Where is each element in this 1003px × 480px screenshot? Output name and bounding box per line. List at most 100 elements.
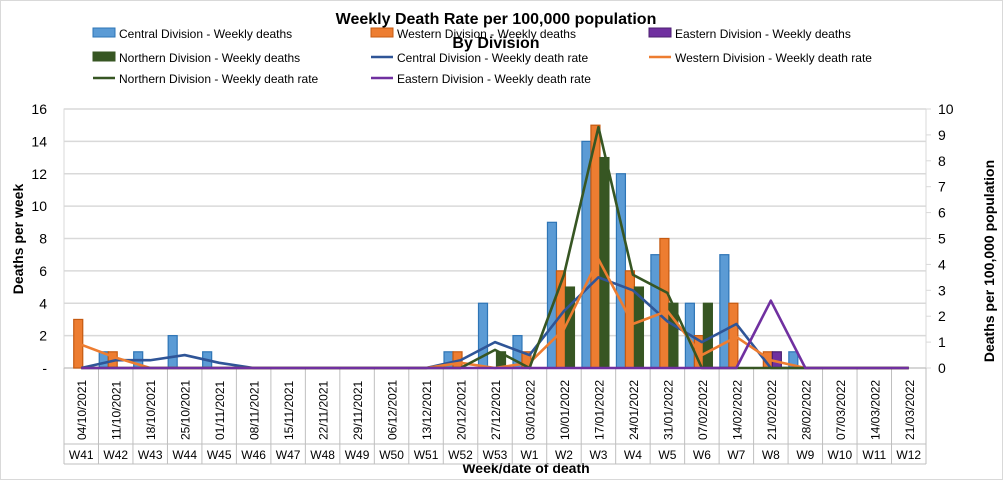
week-label: W42	[103, 448, 128, 462]
week-label: W4	[624, 448, 642, 462]
bar-western-deaths	[73, 318, 84, 369]
week-label: W43	[138, 448, 163, 462]
week-label: W51	[414, 448, 439, 462]
y2-tick-label: 5	[938, 231, 946, 247]
date-label: 20/12/2021	[455, 380, 469, 440]
week-label: W41	[69, 448, 94, 462]
date-label: 01/11/2021	[213, 381, 227, 440]
date-label: 22/11/2021	[317, 381, 331, 440]
y-tick-label: 12	[31, 166, 47, 182]
y-tick-label: 14	[31, 133, 47, 149]
chart-title: Weekly Death Rate per 100,000 population	[336, 11, 657, 28]
bar-central-deaths	[615, 173, 627, 369]
y-tick-label: 4	[39, 295, 47, 311]
legend-label: Western Division - Weekly death rate	[675, 51, 872, 65]
week-label: W45	[207, 448, 232, 462]
week-label: W7	[727, 448, 745, 462]
bar-western-deaths	[590, 124, 601, 369]
y2-tick-label: 0	[938, 360, 946, 376]
line-eastern-rate	[81, 299, 909, 370]
y-axis-title: Deaths per week	[10, 184, 26, 295]
y-tick-label: 6	[39, 263, 47, 279]
week-label: W3	[589, 448, 607, 462]
week-label: W11	[862, 448, 886, 462]
date-label: 24/01/2022	[627, 380, 641, 440]
date-label: 17/01/2022	[592, 380, 606, 440]
week-label: W49	[345, 448, 370, 462]
date-label: 14/02/2022	[730, 380, 744, 440]
date-label: 18/10/2021	[144, 380, 158, 440]
date-label: 29/11/2021	[351, 381, 365, 440]
bar-western-deaths	[728, 302, 739, 369]
date-label: 25/10/2021	[179, 380, 193, 440]
date-label: 06/12/2021	[386, 380, 400, 440]
date-label: 07/02/2022	[696, 380, 710, 440]
y2-tick-label: 4	[938, 256, 946, 272]
legend-label: Eastern Division - Weekly deaths	[675, 27, 851, 41]
week-label: W10	[827, 448, 852, 462]
y2-axis-title: Deaths per 100,000 population	[981, 160, 997, 362]
legend-swatch-bar	[92, 51, 116, 62]
bar-northern-deaths	[564, 286, 576, 369]
y2-tick-label: 10	[938, 101, 954, 117]
date-label: 15/11/2021	[282, 381, 296, 440]
legend-swatch-bar	[92, 27, 116, 38]
week-label: W46	[241, 448, 266, 462]
y-tick-label: -	[42, 360, 47, 376]
legend-label: Western Division - Weekly deaths	[397, 27, 576, 41]
week-label: W8	[762, 448, 780, 462]
y-tick-label: 8	[39, 231, 47, 247]
legend-label: Northern Division - Weekly death rate	[119, 72, 319, 86]
bar-central-deaths	[719, 254, 730, 369]
y2-tick-label: 7	[938, 179, 946, 195]
week-label: W44	[172, 448, 197, 462]
y2-tick-label: 1	[938, 334, 946, 350]
week-label: W2	[555, 448, 573, 462]
bar-northern-deaths	[702, 302, 713, 369]
legend-label: Northern Division - Weekly deaths	[119, 51, 300, 65]
y2-tick-label: 9	[938, 127, 946, 143]
legend-label: Eastern Division - Weekly death rate	[397, 72, 591, 86]
date-label: 31/01/2022	[661, 380, 675, 440]
date-label: 21/02/2022	[765, 380, 779, 440]
date-label: 10/01/2022	[558, 380, 572, 440]
y2-tick-label: 6	[938, 205, 946, 221]
week-label: W53	[483, 448, 508, 462]
y-tick-label: 2	[39, 328, 47, 344]
x-axis-title: Week/date of death	[462, 460, 589, 476]
week-label: W5	[658, 448, 676, 462]
y2-tick-label: 2	[938, 308, 946, 324]
week-label: W50	[379, 448, 404, 462]
date-label: 28/02/2022	[799, 380, 813, 440]
date-label: 27/12/2021	[489, 380, 503, 440]
y-tick-label: 10	[31, 198, 47, 214]
date-label: 04/10/2021	[75, 380, 89, 440]
legend-label: Central Division - Weekly deaths	[119, 27, 292, 41]
legend-label: Central Division - Weekly death rate	[397, 51, 589, 65]
y2-tick-label: 3	[938, 282, 946, 298]
date-label: 11/10/2021	[110, 381, 124, 440]
date-label: 08/11/2021	[248, 381, 262, 440]
week-label: W12	[896, 448, 921, 462]
date-label: 21/03/2022	[903, 380, 917, 440]
y2-tick-label: 8	[938, 153, 946, 169]
y-tick-label: 16	[31, 101, 47, 117]
week-label: W47	[276, 448, 301, 462]
bar-central-deaths	[167, 335, 178, 369]
week-label: W9	[796, 448, 814, 462]
date-label: 13/12/2021	[420, 380, 434, 440]
week-label: W48	[310, 448, 335, 462]
line-northern-rate	[81, 125, 909, 370]
bar-western-deaths	[659, 237, 670, 369]
date-label: 03/01/2022	[523, 380, 537, 440]
date-label: 14/03/2022	[868, 380, 882, 440]
date-label: 07/03/2022	[834, 380, 848, 440]
legend-swatch-bar	[648, 27, 672, 38]
week-label: W6	[693, 448, 711, 462]
chart-subtitle: By Division	[452, 35, 539, 52]
legend-swatch-bar	[370, 27, 394, 38]
week-label: W1	[520, 448, 538, 462]
week-label: W52	[448, 448, 473, 462]
